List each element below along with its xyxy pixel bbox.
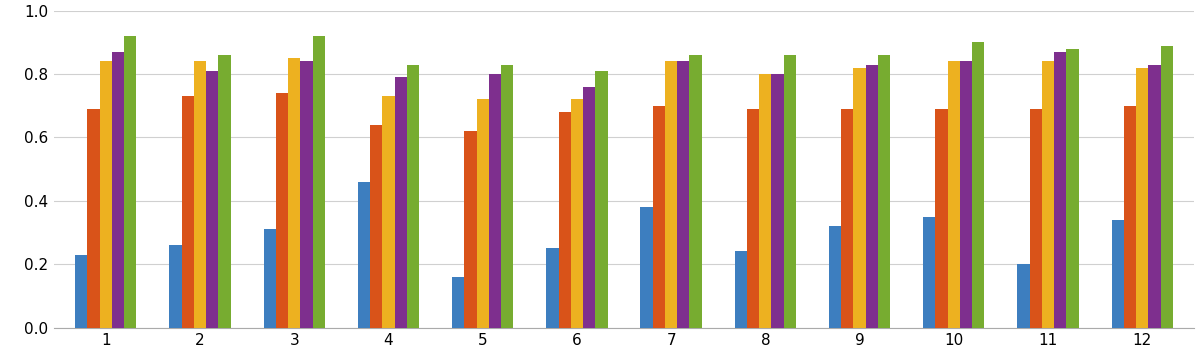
Bar xyxy=(653,106,665,328)
Bar xyxy=(923,216,935,328)
Bar xyxy=(276,93,288,328)
Bar xyxy=(476,99,488,328)
Bar xyxy=(181,96,194,328)
Bar xyxy=(1160,46,1172,328)
Bar xyxy=(452,277,464,328)
Bar xyxy=(677,61,690,328)
Bar xyxy=(370,125,383,328)
Bar xyxy=(935,109,948,328)
Bar xyxy=(124,36,137,328)
Bar xyxy=(206,71,218,328)
Bar xyxy=(546,248,558,328)
Bar xyxy=(641,207,653,328)
Bar xyxy=(76,255,88,328)
Bar xyxy=(288,58,300,328)
Bar xyxy=(746,109,760,328)
Bar xyxy=(665,61,677,328)
Bar xyxy=(407,64,419,328)
Bar xyxy=(313,36,325,328)
Bar xyxy=(583,87,595,328)
Bar xyxy=(300,61,313,328)
Bar xyxy=(878,55,890,328)
Bar xyxy=(1111,220,1124,328)
Bar xyxy=(595,71,607,328)
Bar xyxy=(1067,49,1079,328)
Bar xyxy=(169,245,181,328)
Bar xyxy=(112,52,124,328)
Bar xyxy=(865,64,878,328)
Bar xyxy=(395,77,407,328)
Bar xyxy=(1018,264,1030,328)
Bar xyxy=(218,55,230,328)
Bar xyxy=(464,131,476,328)
Bar xyxy=(853,68,865,328)
Bar xyxy=(960,61,972,328)
Bar xyxy=(194,61,206,328)
Bar xyxy=(502,64,514,328)
Bar xyxy=(88,109,100,328)
Bar xyxy=(1124,106,1136,328)
Bar xyxy=(1148,64,1160,328)
Bar xyxy=(1030,109,1042,328)
Bar xyxy=(100,61,112,328)
Bar xyxy=(841,109,853,328)
Bar xyxy=(734,251,746,328)
Bar xyxy=(571,99,583,328)
Bar xyxy=(690,55,702,328)
Bar xyxy=(383,96,395,328)
Bar xyxy=(760,74,772,328)
Bar xyxy=(264,229,276,328)
Bar xyxy=(558,112,571,328)
Bar xyxy=(488,74,502,328)
Bar xyxy=(972,42,984,328)
Bar xyxy=(829,226,841,328)
Bar xyxy=(1042,61,1054,328)
Bar xyxy=(772,74,784,328)
Bar xyxy=(358,182,370,328)
Bar xyxy=(784,55,796,328)
Bar xyxy=(948,61,960,328)
Bar xyxy=(1054,52,1067,328)
Bar xyxy=(1136,68,1148,328)
